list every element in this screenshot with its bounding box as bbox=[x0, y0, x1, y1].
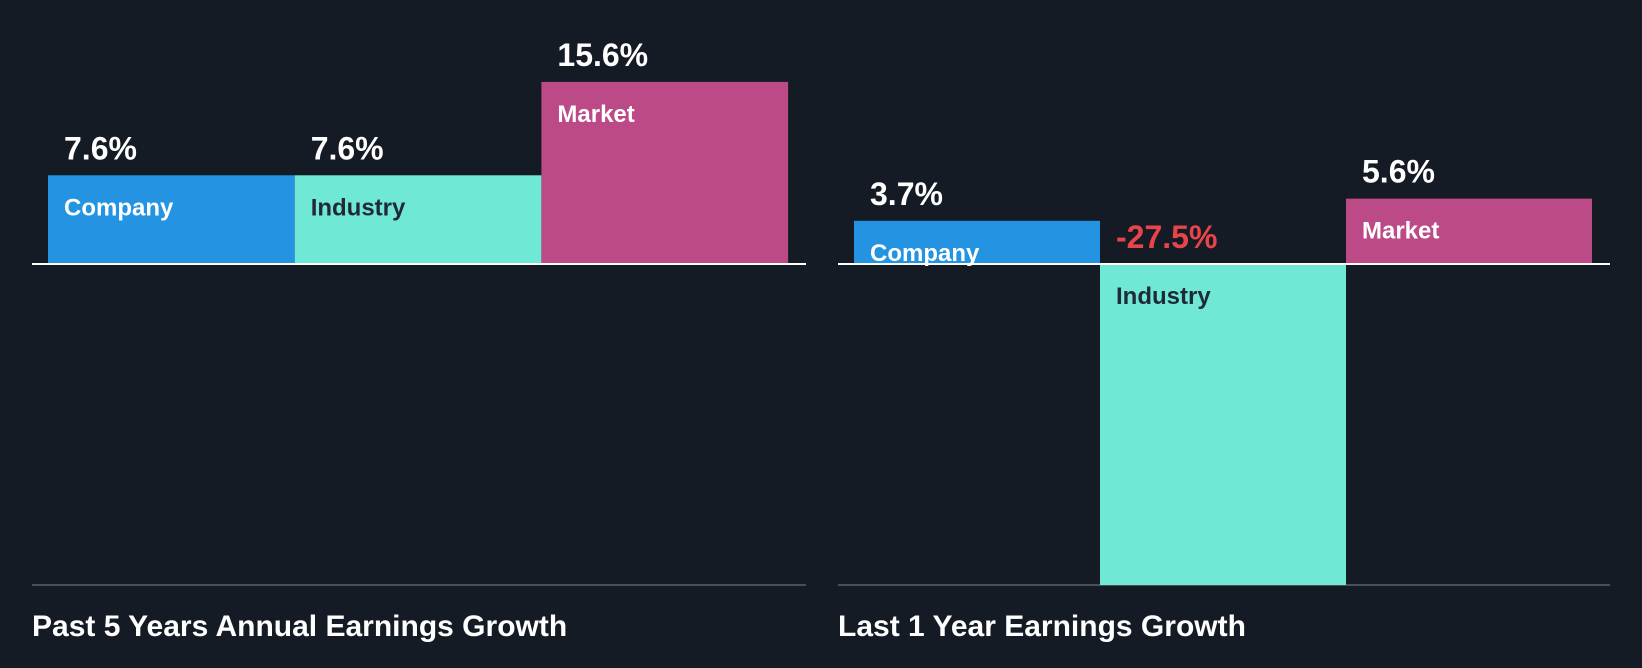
last1-bar-market bbox=[1346, 198, 1592, 264]
last1-value-label-company: 3.7% bbox=[870, 176, 943, 212]
last1-bar-industry bbox=[1100, 264, 1346, 585]
last-1-year-title: Last 1 Year Earnings Growth bbox=[838, 610, 1246, 643]
last1-category-label-company: Company bbox=[870, 240, 980, 267]
last1-category-label-market: Market bbox=[1362, 218, 1439, 245]
past-5-years-panel: Company 7.6% Industry 7.6% Market 15.6% bbox=[32, 37, 806, 586]
past5-bar-industry bbox=[294, 175, 542, 264]
past-5-years-title: Past 5 Years Annual Earnings Growth bbox=[32, 610, 567, 643]
last1-value-label-industry: -27.5% bbox=[1116, 219, 1217, 255]
past5-category-label-company: Company bbox=[64, 194, 174, 221]
last1-value-label-market: 5.6% bbox=[1362, 154, 1435, 190]
past5-bar-market bbox=[541, 81, 789, 264]
past5-value-label-company: 7.6% bbox=[64, 130, 137, 166]
past5-value-label-market: 15.6% bbox=[557, 37, 648, 73]
last-1-year-panel: Company 3.7% Industry -27.5% Market 5.6% bbox=[838, 154, 1610, 586]
past5-category-label-industry: Industry bbox=[311, 194, 406, 221]
past5-category-label-market: Market bbox=[557, 101, 634, 128]
past5-value-label-industry: 7.6% bbox=[311, 130, 384, 166]
past5-bar-company bbox=[48, 175, 295, 264]
last1-category-label-industry: Industry bbox=[1116, 283, 1211, 310]
last1-bar-company bbox=[854, 220, 1100, 264]
